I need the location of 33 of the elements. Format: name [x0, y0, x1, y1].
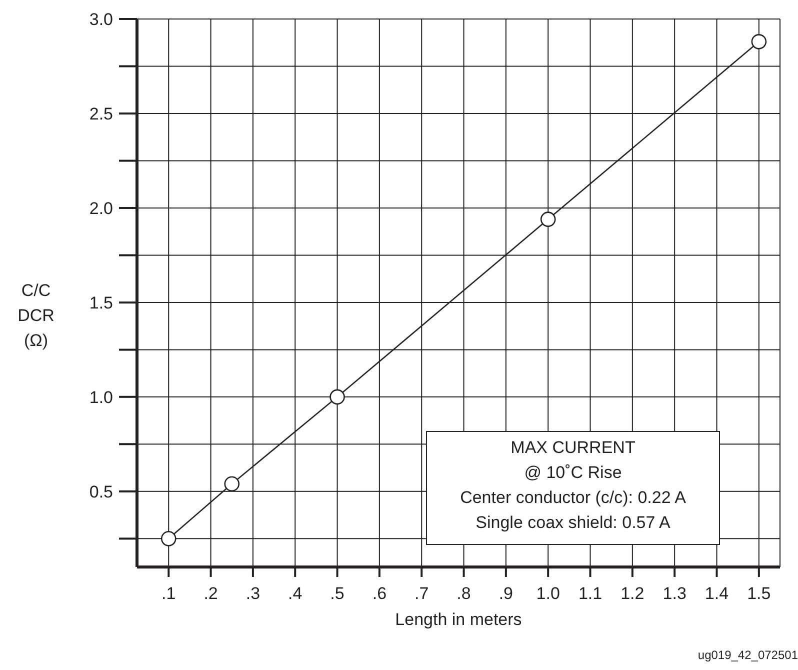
x-tick-label: .5: [330, 584, 344, 604]
x-tick-label: 1.2: [620, 584, 644, 604]
y-tick-label: 0.5: [89, 482, 113, 502]
x-tick-label: .9: [498, 584, 514, 604]
y-tick-label: 2.5: [89, 104, 113, 124]
point: [540, 212, 556, 227]
x-tick-label: .8: [456, 584, 471, 604]
annotation: @ 10˚C Rise: [523, 462, 623, 484]
x-tick-label: 1.5: [747, 584, 771, 604]
y-tick-label: 1.0: [89, 388, 113, 407]
point: [330, 389, 345, 405]
x-tick-label: .4: [288, 584, 302, 604]
annotation: Center conductor (c/c): 0.22 A: [459, 487, 687, 509]
annotation: Single coax shield: 0.57 A: [474, 512, 672, 534]
y-tick-label: 1.5: [89, 293, 113, 312]
point: [160, 531, 176, 546]
annotation: MAX CURRENT: [510, 437, 636, 459]
point: [224, 476, 240, 492]
x-axis-title: Length in meters: [395, 610, 522, 629]
point: [751, 34, 767, 50]
y-axis-title: C/C DCR (Ω): [16, 280, 56, 352]
text: ug019_42_072501: [698, 648, 798, 662]
y-tick-label: 2.0: [89, 199, 113, 218]
x-tick-label: .2: [204, 584, 218, 604]
x-tick-label: 1.1: [578, 584, 602, 604]
y-tick-label: 3.0: [89, 10, 113, 30]
x-tick-label: .1: [162, 584, 176, 604]
x-tick-label: 1.4: [704, 584, 729, 604]
x-tick-label: .7: [414, 584, 429, 604]
x-tick-label: .6: [372, 584, 387, 604]
x-tick-label: 1.0: [536, 584, 560, 604]
x-tick-label: .3: [246, 584, 260, 604]
x-tick-label: 1.3: [662, 584, 686, 604]
